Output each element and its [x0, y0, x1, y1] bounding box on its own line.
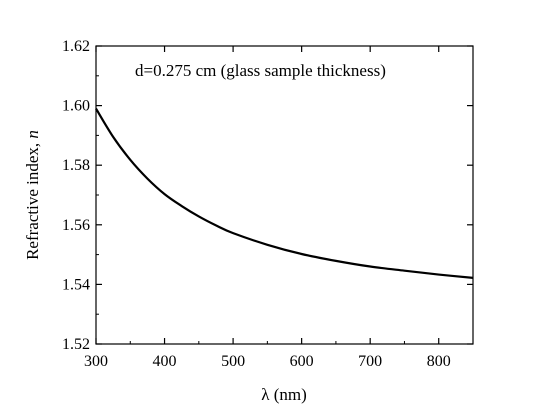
- x-tick-label: 700: [358, 353, 382, 370]
- x-tick-label: 300: [84, 353, 108, 370]
- x-tick-label: 500: [221, 353, 245, 370]
- series-layer: [95, 108, 474, 279]
- y-tick-label: 1.62: [62, 38, 90, 55]
- x-axis-label: λ (nm): [261, 385, 307, 404]
- series-line: [95, 108, 474, 279]
- y-tick-label: 1.56: [62, 217, 90, 234]
- x-tick-label: 600: [290, 353, 314, 370]
- plot-frame: [95, 45, 474, 345]
- y-tick-label: 1.54: [62, 276, 90, 293]
- chart-annotation: d=0.275 cm (glass sample thickness): [135, 61, 386, 80]
- axis-ticks: 300 400 500 600 700 800 1.52 1.54 1.56 1.58 1.60 1.…: [62, 38, 473, 370]
- y-tick-label: 1.60: [62, 98, 90, 115]
- x-tick-label: 400: [153, 353, 177, 370]
- y-tick-label: 1.58: [62, 157, 90, 174]
- x-tick-label: 800: [427, 353, 451, 370]
- y-tick-label: 1.52: [62, 336, 90, 353]
- y-axis-label: Refractive index, n: [23, 130, 42, 260]
